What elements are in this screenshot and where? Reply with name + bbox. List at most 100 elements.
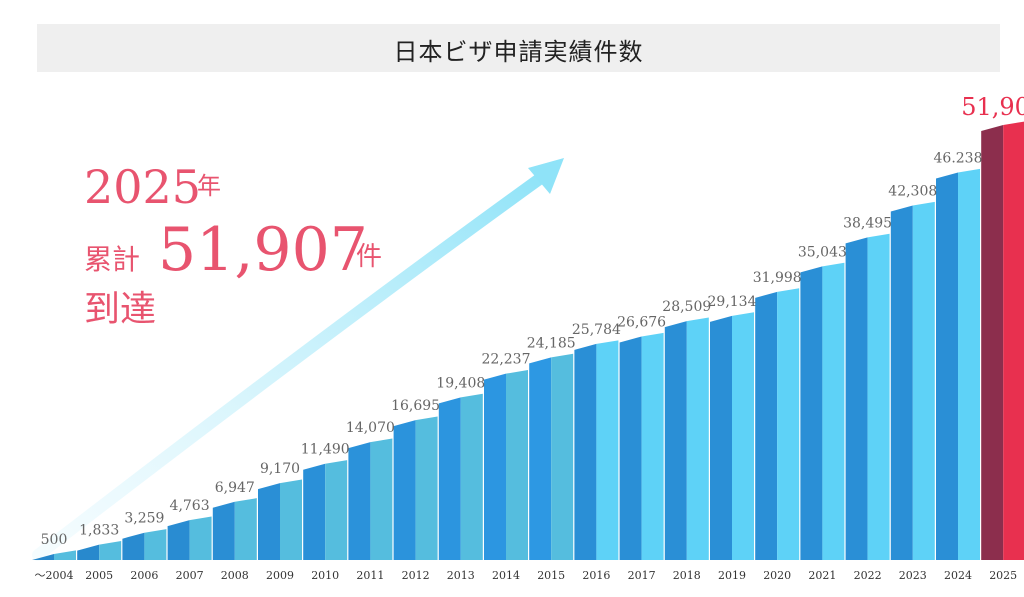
bar-2019	[710, 312, 754, 560]
bar-2017	[619, 332, 664, 560]
category-label: 2009	[266, 569, 294, 582]
value-label: 16,695	[391, 398, 440, 414]
bar-face-side	[54, 550, 76, 560]
bar-2015	[529, 353, 574, 560]
value-label: 29,134	[708, 294, 757, 310]
bar-face-front	[438, 397, 461, 560]
bar-face-front	[212, 501, 235, 560]
bar-face-front	[936, 172, 958, 560]
bar-face-side	[370, 438, 393, 560]
category-label: 2013	[447, 569, 475, 582]
category-label: 2016	[582, 569, 610, 582]
bar-face-side	[99, 541, 122, 560]
value-label: 3,259	[124, 511, 164, 527]
category-label: ～2004	[35, 569, 74, 582]
value-label: 42,308	[888, 183, 937, 199]
category-label: 2017	[628, 569, 656, 582]
value-label: 19,408	[436, 375, 485, 391]
category-label: 2005	[85, 569, 113, 582]
bar-2014	[484, 370, 528, 560]
title-band: 日本ビザ申請実績件数	[37, 24, 1000, 72]
bar-2023	[890, 201, 935, 561]
bar-face-front	[393, 420, 416, 560]
chart-title: 日本ビザ申請実績件数	[393, 38, 644, 66]
value-label: 38,495	[843, 215, 892, 231]
bar-face-front	[619, 336, 642, 560]
bar-2011	[348, 438, 393, 560]
value-label: 4,763	[170, 498, 210, 514]
value-label: 26,676	[617, 314, 666, 330]
callout-cumulative-label: 累計	[84, 243, 141, 276]
bar-face-side	[460, 393, 483, 560]
category-label: 2010	[311, 569, 339, 582]
value-label: 35,043	[798, 244, 847, 260]
value-label: 24,185	[527, 335, 576, 351]
bar-face-front	[664, 321, 687, 560]
bar-face-side	[867, 233, 890, 561]
bar-face-front	[890, 205, 913, 561]
bar-face-side	[958, 168, 980, 560]
bar-2022	[845, 233, 890, 561]
bar-face-front	[845, 237, 868, 560]
category-label: 2015	[537, 569, 565, 582]
bar-face-front	[574, 343, 597, 560]
category-label: 2008	[221, 569, 249, 582]
bar-face-side	[596, 340, 619, 560]
bar-face-side	[189, 516, 212, 560]
bar-face-front	[32, 554, 54, 560]
bar-face-side	[732, 312, 754, 560]
callout-year: 2025	[84, 160, 202, 214]
bar-face-front	[258, 483, 280, 560]
bar-face-side	[1003, 121, 1024, 560]
bar-face-front	[800, 266, 823, 560]
bar-face-side	[234, 498, 257, 560]
category-label: 2025	[989, 569, 1017, 582]
bar-～2004	[32, 550, 76, 560]
bar-face-front	[122, 532, 145, 560]
value-label: 6,947	[215, 480, 255, 496]
bar-face-side	[641, 332, 664, 560]
bar-face-side	[551, 353, 574, 560]
bar-face-front	[710, 315, 732, 560]
bar-2008	[212, 498, 257, 560]
bar-2012	[393, 416, 438, 560]
callout-year-unit: 年	[197, 172, 221, 200]
category-label: 2019	[718, 569, 746, 582]
value-label: 11,490	[301, 442, 350, 458]
category-label: 2021	[808, 569, 836, 582]
category-label: 2024	[944, 569, 972, 582]
callout-total-unit: 件	[356, 242, 383, 272]
callout-reached: 到達	[84, 289, 157, 330]
value-label: 22,237	[482, 352, 531, 368]
category-label: 2022	[854, 569, 882, 582]
bar-face-front	[484, 373, 506, 560]
value-label: 1,833	[79, 523, 119, 539]
value-label: 28,509	[662, 299, 711, 315]
bar-face-side	[912, 201, 935, 560]
bar-face-front	[755, 291, 778, 560]
value-label: 25,784	[572, 322, 621, 338]
callout-total: 51,907	[158, 215, 368, 285]
bar-2025	[981, 121, 1024, 560]
bar-2021	[800, 262, 845, 560]
category-label: 2018	[673, 569, 701, 582]
bar-2016	[574, 340, 619, 560]
value-label: 9,170	[260, 461, 300, 477]
bar-face-front	[303, 463, 326, 560]
bar-2024	[936, 168, 980, 560]
bar-face-side	[280, 479, 302, 560]
bar-face-front	[348, 442, 371, 560]
category-label: 2012	[402, 569, 430, 582]
bar-face-side	[777, 288, 800, 560]
bar-2018	[664, 317, 709, 560]
category-label: 2020	[763, 569, 791, 582]
value-label: 500	[41, 532, 68, 548]
category-label: 2023	[899, 569, 927, 582]
category-label: 2007	[176, 569, 204, 582]
value-label: 46.238	[934, 151, 983, 167]
bar-2010	[303, 460, 348, 560]
category-label: 2006	[130, 569, 158, 582]
bar-face-side	[325, 460, 348, 560]
bar-2005	[77, 541, 122, 560]
